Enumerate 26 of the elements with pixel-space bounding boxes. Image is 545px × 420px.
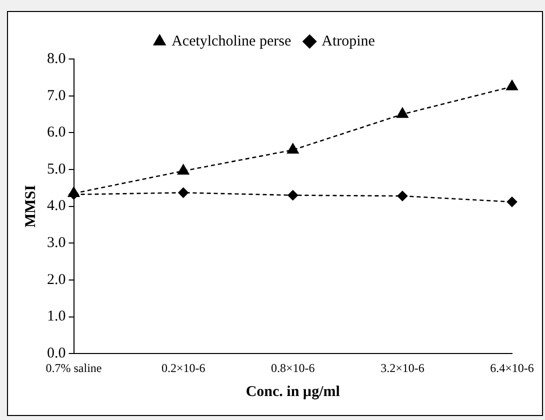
y-tick-label: 0.0 <box>47 346 66 362</box>
x-tick-label: 0.2×10-6 <box>161 360 206 375</box>
x-tick-label: 0.8×10-6 <box>270 360 315 375</box>
y-tick-label: 7.0 <box>47 88 66 104</box>
y-tick-label: 3.0 <box>47 235 66 252</box>
y-tick-label: 4.0 <box>47 198 66 214</box>
point <box>506 80 518 90</box>
point <box>177 164 190 175</box>
y-tick-label: 8.0 <box>47 50 66 67</box>
y-tick-label: 6.0 <box>47 124 66 141</box>
legend-label: Atropine <box>322 33 376 50</box>
y-tick-label: 5.0 <box>47 161 66 178</box>
y-tick-label: 2.0 <box>47 272 66 288</box>
y-axis-title: MMSI <box>22 184 39 228</box>
x-tick-label: 6.4×10-6 <box>490 360 534 375</box>
point <box>287 143 299 154</box>
x-tick-label: 3.2×10-6 <box>380 360 424 375</box>
legend-label: Acetylcholine perse <box>172 33 292 50</box>
point <box>178 188 188 198</box>
point <box>506 196 518 208</box>
x-axis-title: Conc. in µg/ml <box>246 384 340 400</box>
point <box>396 108 408 118</box>
point <box>288 190 298 200</box>
point <box>397 190 408 202</box>
x-tick-label: 0.7% saline <box>46 360 102 375</box>
y-tick-label: 1.0 <box>47 308 66 325</box>
